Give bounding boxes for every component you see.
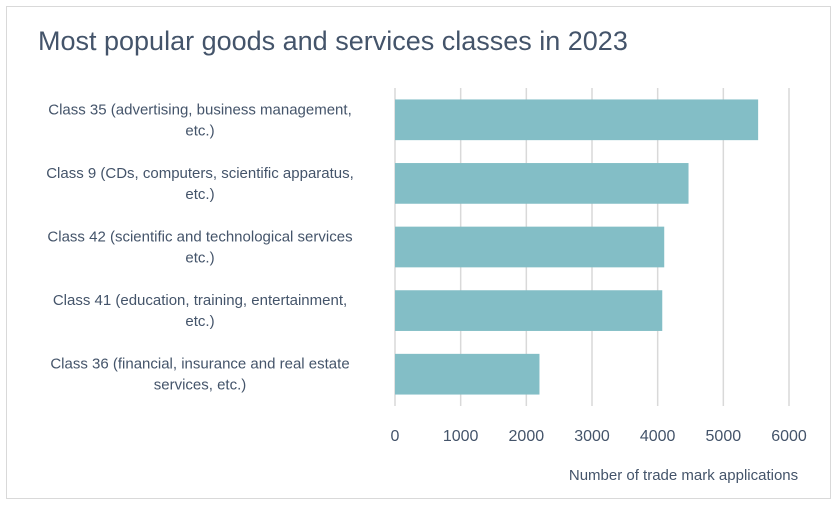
x-tick-label-5000: 5000 bbox=[706, 428, 742, 445]
bar-chart: Class 35 (advertising, business manageme… bbox=[0, 0, 839, 505]
category-label-0: Class 35 (advertising, business manageme… bbox=[48, 101, 352, 139]
bar-3 bbox=[395, 290, 662, 331]
bar-0 bbox=[395, 99, 758, 140]
x-tick-label-4000: 4000 bbox=[640, 428, 676, 445]
bar-4 bbox=[395, 354, 539, 395]
x-tick-label-1000: 1000 bbox=[443, 428, 479, 445]
x-tick-label-6000: 6000 bbox=[771, 428, 807, 445]
bar-1 bbox=[395, 163, 689, 204]
category-label-2: Class 42 (scientific and technological s… bbox=[47, 229, 352, 267]
x-axis-label: Number of trade mark applications bbox=[569, 467, 798, 484]
x-tick-label-0: 0 bbox=[391, 428, 400, 445]
category-label-1: Class 9 (CDs, computers, scientific appa… bbox=[46, 165, 354, 203]
category-label-3: Class 41 (education, training, entertain… bbox=[53, 292, 347, 330]
category-label-4: Class 36 (financial, insurance and real … bbox=[50, 356, 349, 394]
x-tick-label-3000: 3000 bbox=[574, 428, 610, 445]
bar-2 bbox=[395, 227, 664, 268]
x-tick-label-2000: 2000 bbox=[509, 428, 545, 445]
